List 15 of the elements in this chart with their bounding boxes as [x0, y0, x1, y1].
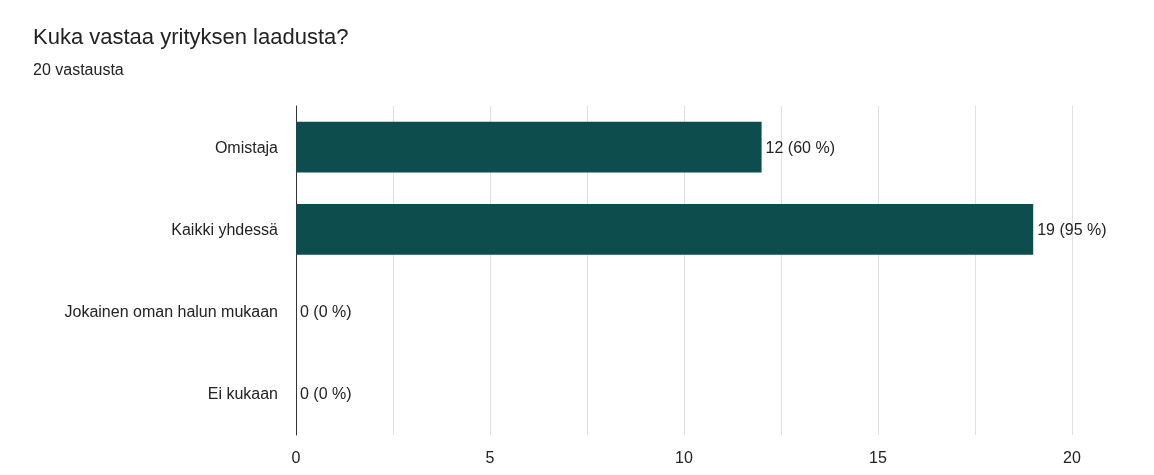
x-tick-label: 10 — [675, 448, 693, 466]
y-tick-label: Omistaja — [214, 138, 279, 156]
y-tick-label: Kaikki yhdessä — [171, 220, 279, 238]
x-tick-label: 20 — [1063, 448, 1081, 466]
chart-title: Kuka vastaa yrityksen laadusta? — [33, 23, 349, 49]
x-tick-label: 0 — [291, 448, 301, 466]
data-label: 0 (0 %) — [300, 303, 352, 321]
x-tick-label: 15 — [869, 448, 887, 466]
x-tick-label: 5 — [485, 448, 495, 466]
data-label: 12 (60 %) — [765, 138, 835, 156]
text: 20 vastausta — [33, 60, 124, 78]
data-label: 0 (0 %) — [300, 385, 352, 403]
data-label: 19 (95 %) — [1037, 220, 1107, 238]
y-tick-label: Ei kukaan — [207, 385, 278, 403]
y-tick-label: Jokainen oman halun mukaan — [64, 303, 278, 321]
